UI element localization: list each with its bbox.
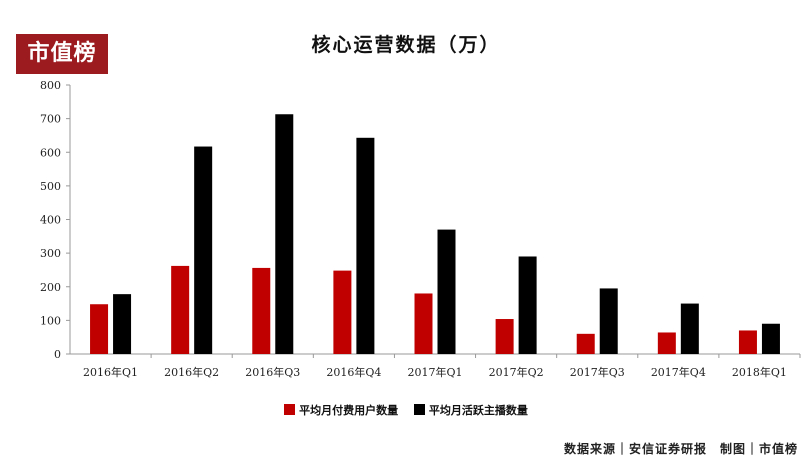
bar-paying-users <box>414 293 433 354</box>
bar-active-streamers <box>113 294 132 354</box>
x-tick-label: 2016年Q1 <box>83 365 138 379</box>
bar-active-streamers <box>275 114 294 354</box>
bar-active-streamers <box>761 323 780 354</box>
x-tick-label: 2016年Q4 <box>326 365 381 379</box>
legend-swatch-paying-users <box>284 404 296 415</box>
bar-chart: 0 100 200 300 400 500 600 700 800 2016年Q1 2016年Q2… <box>40 79 801 379</box>
x-tick-label: 2016年Q2 <box>164 365 219 379</box>
legend-label-paying-users: 平均月付费用户数量 <box>299 404 399 417</box>
x-tick-label: 2016年Q3 <box>245 365 300 379</box>
y-tick-label: 800 <box>40 79 61 92</box>
brand-logo-text: 市值榜 <box>27 41 97 66</box>
bar-active-streamers <box>680 303 699 354</box>
legend-item-active-streamers: 平均月活跃主播数量 <box>413 402 528 418</box>
legend-item-paying-users: 平均月付费用户数量 <box>284 402 398 418</box>
bar-active-streamers <box>194 146 213 354</box>
y-tick-label: 200 <box>40 281 61 294</box>
y-tick-label: 600 <box>40 146 61 159</box>
x-tick-label: 2017年Q3 <box>570 365 625 379</box>
bar-paying-users <box>333 270 352 354</box>
x-axis: 2016年Q1 2016年Q2 2016年Q3 2016年Q4 2017年Q1 2017年… <box>70 353 801 379</box>
y-tick-label: 0 <box>54 348 61 361</box>
x-tick-label: 2017年Q4 <box>651 365 706 379</box>
legend: 平均月付费用户数量 平均月活跃主播数量 <box>0 402 812 418</box>
bar-paying-users <box>576 333 595 354</box>
bar-active-streamers <box>518 256 537 354</box>
bar-paying-users <box>738 330 757 354</box>
y-tick-label: 300 <box>40 247 61 260</box>
legend-swatch-active-streamers <box>413 404 425 415</box>
x-tick-label: 2018年Q1 <box>732 365 787 379</box>
bar-paying-users <box>90 304 109 354</box>
bar-paying-users <box>252 267 271 354</box>
y-tick-label: 700 <box>40 113 61 126</box>
y-tick-label: 400 <box>40 214 61 227</box>
y-tick-label: 500 <box>40 180 61 193</box>
brand-logo: 市值榜 <box>16 34 108 74</box>
bar-active-streamers <box>437 229 456 354</box>
chart-title: 核心运营数据（万） <box>311 34 501 56</box>
source-note: 数据来源｜安信证券研报 制图｜市值榜 <box>563 442 798 456</box>
bar-paying-users <box>495 319 514 354</box>
legend-label-active-streamers: 平均月活跃主播数量 <box>428 404 528 417</box>
y-tick-label: 100 <box>40 314 61 327</box>
x-tick-label: 2017年Q2 <box>489 365 544 379</box>
bar-active-streamers <box>356 137 375 354</box>
x-tick-label: 2017年Q1 <box>407 365 462 379</box>
y-axis: 0 100 200 300 400 500 600 700 800 <box>40 79 71 361</box>
bar-paying-users <box>171 265 190 354</box>
bar-active-streamers <box>599 288 618 354</box>
bars <box>90 114 780 354</box>
bar-paying-users <box>657 332 676 354</box>
